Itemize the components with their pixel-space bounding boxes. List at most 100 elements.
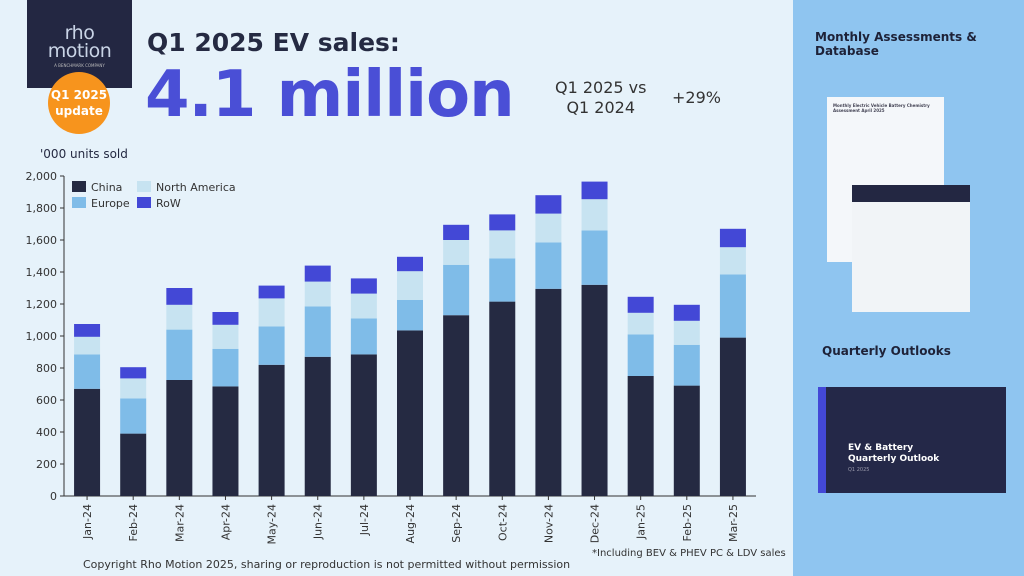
y-tick-label: 400	[36, 426, 57, 439]
x-tick-label: Mar-25	[727, 504, 740, 542]
headline-figure: 4.1 million	[145, 58, 515, 132]
bar-segment-china	[350, 354, 377, 496]
bar-segment-europe	[489, 258, 516, 302]
bar-segment-row	[212, 312, 239, 325]
y-tick-label: 1,000	[26, 330, 58, 343]
y-axis-label: '000 units sold	[40, 147, 128, 161]
bar-segment-row	[166, 288, 193, 305]
comparison-label: Q1 2025 vs Q1 2024	[555, 78, 646, 118]
bar-segment-china	[304, 356, 331, 496]
bar-segment-row	[673, 304, 700, 321]
comparison-line: Q1 2025 vs	[555, 78, 647, 97]
outlook-thumbnail[interactable]: EV & Battery Quarterly Outlook Q1 2025	[818, 387, 1006, 493]
bar-segment-row	[304, 265, 331, 282]
badge-text: Q1 2025	[50, 88, 108, 102]
y-tick-label: 0	[50, 490, 57, 503]
database-thumbnail[interactable]	[852, 185, 970, 312]
bar-segment-china	[212, 386, 239, 496]
bar-segment-row	[719, 228, 746, 248]
y-tick-label: 2,000	[26, 170, 58, 183]
bar-segment-row	[627, 296, 654, 313]
y-tick-label: 1,200	[26, 298, 58, 311]
bar-segment-row	[350, 278, 377, 294]
y-tick-label: 1,800	[26, 202, 58, 215]
bar-segment-china	[397, 330, 423, 496]
copyright: Copyright Rho Motion 2025, sharing or re…	[83, 558, 571, 571]
bar-segment-north-america	[212, 324, 239, 349]
bar-segment-north-america	[350, 293, 377, 319]
doc-title: Monthly Electric Vehicle Battery Chemist…	[833, 103, 930, 113]
bar-segment-north-america	[535, 213, 562, 243]
page-title: Q1 2025 EV sales:	[147, 28, 400, 57]
outlook-subtitle: Q1 2025	[848, 467, 870, 473]
bar-segment-europe	[258, 326, 285, 365]
x-tick-label: Feb-24	[127, 504, 140, 541]
x-tick-label: Jun-24	[312, 504, 325, 540]
section-heading: Quarterly Outlooks	[822, 344, 951, 358]
bar-segment-north-america	[581, 199, 608, 231]
x-tick-label: May-24	[266, 504, 279, 545]
bar-segment-europe	[350, 318, 377, 355]
bar-segment-north-america	[74, 336, 101, 355]
bar-segment-europe	[535, 242, 562, 289]
x-tick-label: Jul-24	[358, 504, 371, 536]
bar-segment-north-america	[443, 240, 470, 265]
bar-segment-europe	[581, 230, 608, 285]
bar-segment-china	[535, 288, 562, 496]
bar-segment-north-america	[166, 304, 193, 330]
bar-segment-china	[120, 433, 147, 496]
x-tick-label: Nov-24	[542, 504, 555, 543]
y-tick-label: 600	[36, 394, 57, 407]
x-tick-label: Dec-24	[589, 504, 602, 543]
bar-segment-row	[120, 367, 147, 379]
bar-segment-china	[74, 388, 101, 496]
logo-tagline: A BENCHMARK COMPANY	[54, 63, 105, 68]
x-tick-label: Mar-24	[173, 504, 186, 542]
logo-text: motion	[47, 40, 112, 62]
section-heading: Monthly Assessments & Database	[815, 30, 977, 58]
x-tick-label: Jan-24	[81, 504, 94, 540]
legend-swatch	[137, 197, 151, 208]
bar-segment-china	[719, 337, 746, 496]
legend-swatch	[72, 197, 86, 208]
bar-segment-china	[627, 376, 654, 496]
bar-segment-europe	[74, 354, 101, 389]
legend-swatch	[72, 181, 86, 192]
bar-segment-europe	[443, 264, 470, 316]
bar-segment-china	[166, 380, 193, 496]
logo-text: rho	[64, 22, 95, 44]
bar-segment-china	[581, 284, 608, 496]
bar-segment-row	[397, 256, 423, 272]
bar-segment-north-america	[120, 378, 147, 399]
x-tick-label: Sep-24	[450, 504, 463, 543]
bar-segment-china	[258, 364, 285, 496]
stacked-bar-chart: 0 200 400 600 800 1,000 1,200 1,400 1,600 1,800 2,…	[26, 170, 756, 545]
bar-segment-europe	[719, 274, 746, 338]
bar-segment-europe	[166, 329, 193, 380]
legend-label: RoW	[156, 197, 181, 210]
legend-swatch	[137, 181, 151, 192]
bar-segment-north-america	[673, 320, 700, 345]
bar-segment-north-america	[489, 230, 516, 259]
legend-label: China	[91, 181, 122, 194]
x-tick-label: Apr-24	[219, 504, 232, 540]
outlook-title: Quarterly Outlook	[848, 454, 940, 464]
y-tick-label: 800	[36, 362, 57, 375]
x-tick-label: Jan-25	[635, 504, 648, 540]
bar-segment-row	[581, 181, 608, 200]
x-tick-label: Feb-25	[681, 504, 694, 541]
bar-segment-north-america	[304, 281, 331, 307]
bar-segment-row	[489, 214, 516, 231]
legend-label: North America	[156, 181, 236, 194]
bar-segment-row	[258, 285, 285, 299]
legend-label: Europe	[91, 197, 130, 210]
x-tick-label: Aug-24	[404, 504, 417, 543]
bar-segment-north-america	[719, 247, 746, 275]
bar-segment-europe	[212, 348, 239, 387]
update-badge: Q1 2025 update	[48, 72, 110, 134]
bar-segment-north-america	[627, 312, 654, 335]
bar-segment-row	[535, 195, 562, 214]
bar-segment-china	[489, 301, 516, 496]
bar-segment-north-america	[258, 298, 285, 327]
bar-segment-row	[74, 324, 101, 337]
